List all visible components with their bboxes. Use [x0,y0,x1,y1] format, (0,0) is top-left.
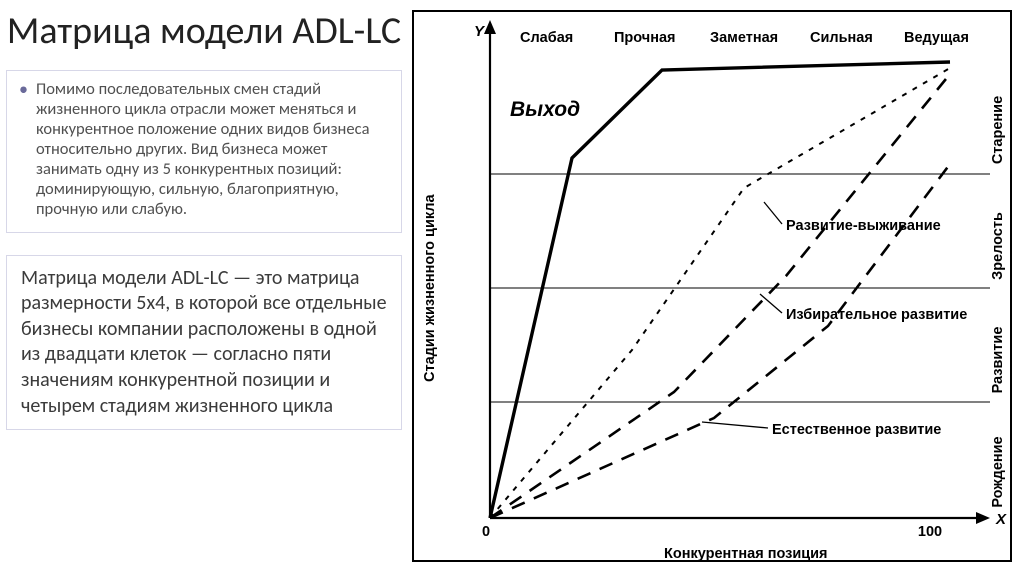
textbox-2: Матрица модели ADL-LC — это матрица разм… [6,255,402,431]
textbox-1-text: Помимо последовательных смен стадий жизн… [36,79,389,220]
svg-text:X: X [995,511,1007,528]
textbox-2-text: Матрица модели ADL-LC — это матрица разм… [21,266,387,420]
adl-lc-chart: Y X 0 100 Слабая Прочная Заметная Сильная Ведуща… [412,10,1012,562]
svg-text:Рождение: Рождение [990,436,1006,507]
svg-text:Ведущая: Ведущая [904,30,969,46]
svg-text:Развитие: Развитие [990,327,1006,394]
svg-text:Естественное развитие: Естественное развитие [772,422,941,438]
svg-text:100: 100 [918,524,942,540]
svg-text:0: 0 [482,524,490,540]
svg-text:Развитие-выживание: Развитие-выживание [786,218,941,234]
svg-text:Стадии жизненного цикла: Стадии жизненного цикла [422,193,438,382]
svg-text:Сильная: Сильная [810,30,873,46]
svg-text:Y: Y [474,23,486,40]
svg-text:Избирательное развитие: Избирательное развитие [786,307,967,323]
svg-text:Выход: Выход [510,98,580,121]
slide-title: Матрица модели ADL-LC [6,4,402,70]
svg-text:Старение: Старение [990,96,1006,164]
svg-text:Конкурентная позиция: Конкурентная позиция [664,546,828,562]
svg-text:Слабая: Слабая [520,30,573,46]
textbox-1: • Помимо последовательных смен стадий жи… [6,70,402,233]
bullet-icon: • [19,79,28,220]
svg-text:Заметная: Заметная [710,30,778,46]
svg-text:Зрелость: Зрелость [990,212,1006,280]
svg-text:Прочная: Прочная [614,30,675,46]
